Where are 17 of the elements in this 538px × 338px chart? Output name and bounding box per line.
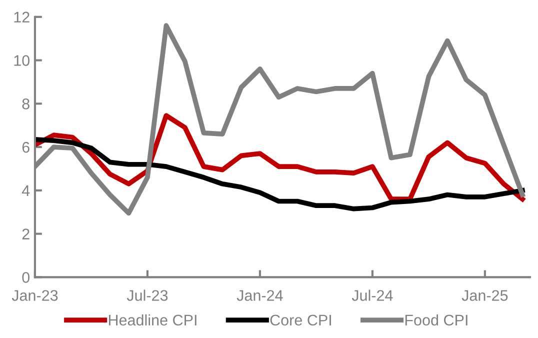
legend-label: Core CPI [270,314,331,326]
x-tick-label: Jul-23 [126,290,168,301]
y-tick-label: 8 [22,98,30,110]
y-tick-label: 2 [22,228,30,240]
y-tick-label: 6 [22,142,30,153]
legend-label: Headline CPI [108,314,196,326]
legend-label: Food CPI [405,314,468,326]
y-tick-label: 10 [14,55,30,66]
x-tick-label: Jan-23 [12,290,58,301]
y-tick-label: 12 [14,12,30,22]
line-series [34,137,525,212]
line-series [34,113,525,202]
y-tick-label: 4 [22,185,30,196]
x-tick-label: Jan-24 [236,290,283,301]
x-tick-label: Jan-25 [462,290,508,301]
y-tick-label: 0 [22,272,30,283]
x-tick-label: Jul-24 [352,290,393,301]
